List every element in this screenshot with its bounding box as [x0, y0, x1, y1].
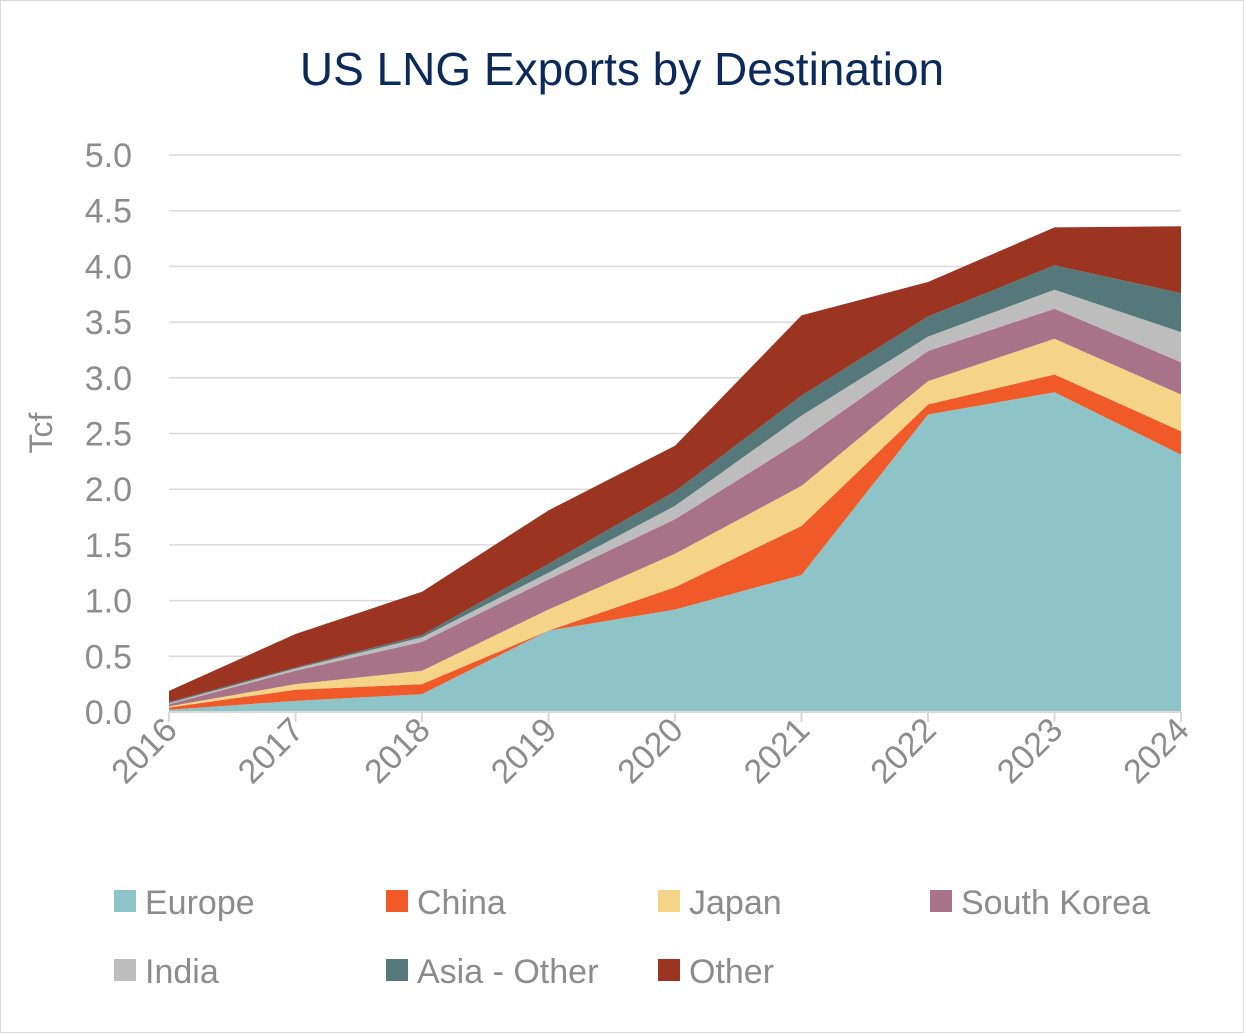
legend-swatch-india — [114, 959, 136, 981]
stacked-areas — [169, 226, 1181, 712]
y-tick-label: 3.0 — [85, 360, 132, 398]
y-tick-label: 2.0 — [85, 471, 132, 509]
legend-label-europe: Europe — [145, 884, 255, 922]
y-tick-label: 0.0 — [85, 694, 132, 732]
area-south-korea — [169, 308, 1181, 707]
legend-swatch-south-korea — [930, 890, 952, 912]
x-tick-label: 2018 — [357, 711, 437, 791]
area-japan — [169, 338, 1181, 708]
legend-label-south-korea: South Korea — [961, 884, 1150, 922]
y-tick-label: 4.0 — [85, 248, 132, 286]
y-axis-label: Tcf — [23, 412, 59, 453]
legend-swatch-other — [658, 959, 680, 981]
legend-swatch-asia-other — [386, 959, 408, 981]
x-tick-label: 2021 — [737, 711, 817, 791]
x-tick-label: 2019 — [484, 711, 564, 791]
area-europe — [169, 392, 1181, 712]
legend-label-asia-other: Asia - Other — [417, 953, 598, 991]
legend-swatch-japan — [658, 890, 680, 912]
x-tick-label: 2022 — [863, 711, 943, 791]
y-tick-label: 5.0 — [85, 137, 132, 175]
x-tick-label: 2017 — [231, 711, 311, 791]
legend-swatch-europe — [114, 890, 136, 912]
x-tick-label: 2020 — [610, 711, 690, 791]
y-tick-label: 4.5 — [85, 193, 132, 231]
x-tick-label: 2024 — [1116, 711, 1196, 791]
y-tick-label: 0.5 — [85, 638, 132, 676]
legend: Europe China Japan South Korea India Asia - O… — [114, 884, 1150, 991]
chart-title: US LNG Exports by Destination — [300, 43, 944, 95]
x-tick-label: 2023 — [990, 711, 1070, 791]
legend-label-india: India — [145, 953, 219, 991]
y-tick-label: 2.5 — [85, 416, 132, 454]
y-tick-label: 3.5 — [85, 304, 132, 342]
legend-swatch-china — [386, 890, 408, 912]
legend-label-japan: Japan — [689, 884, 782, 922]
legend-label-other: Other — [689, 953, 774, 991]
area-other — [169, 226, 1181, 702]
y-tick-label: 1.5 — [85, 527, 132, 565]
y-tick-label: 1.0 — [85, 583, 132, 621]
legend-label-china: China — [417, 884, 506, 922]
gridlines — [169, 154, 1181, 658]
